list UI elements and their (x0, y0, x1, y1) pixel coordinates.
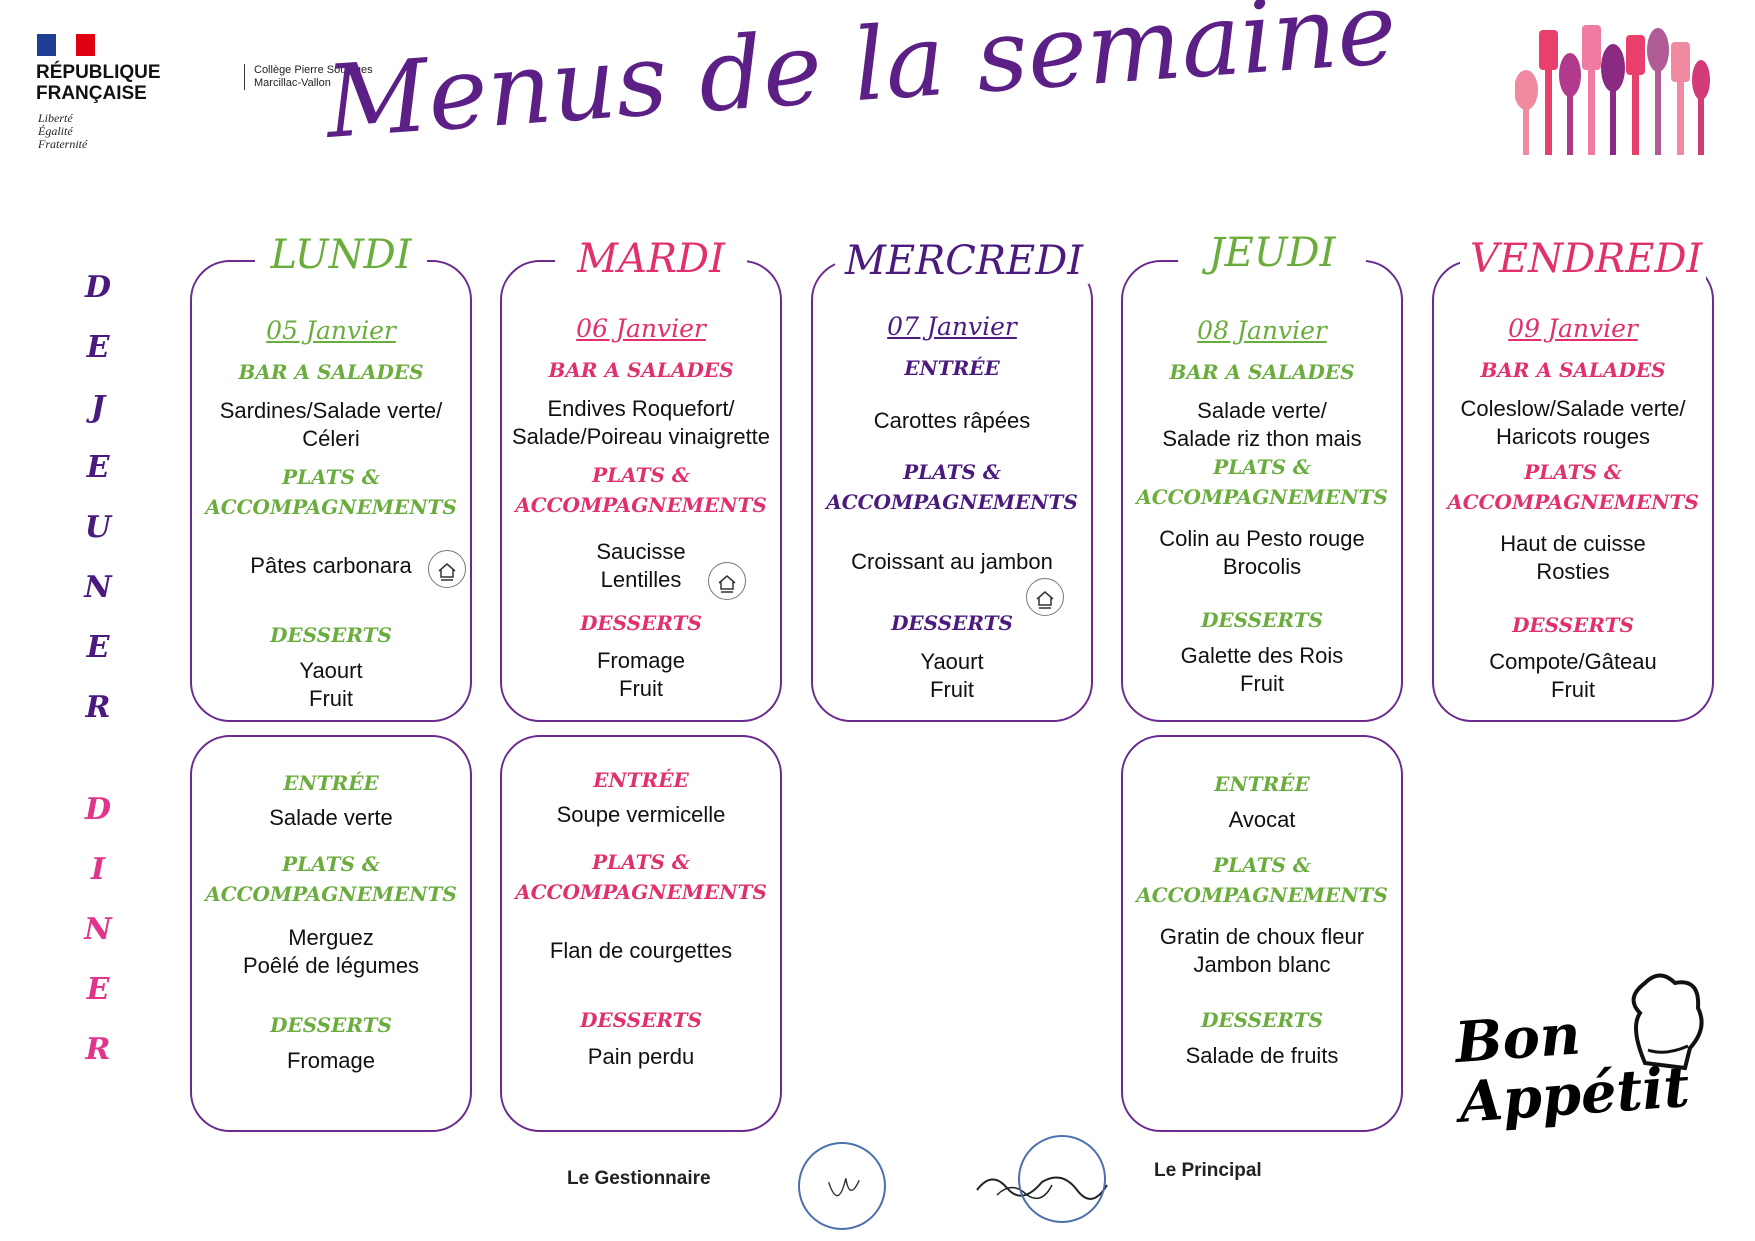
category-label: ENTRÉE (593, 768, 689, 792)
category-label: DESSERTS (580, 1008, 702, 1032)
food-item: Salade verte/ Salade riz thon mais (1162, 398, 1362, 451)
day-header-mercredi: MERCREDI (835, 238, 1089, 284)
food-item: Galette des Rois Fruit (1180, 643, 1344, 696)
day-header-mardi: MARDI (555, 236, 747, 282)
date-lundi: 05 Janvier (266, 316, 396, 345)
category-label: DESSERTS (580, 611, 702, 635)
food-item: Carottes râpées (873, 408, 1031, 433)
category-label: BAR A SALADES (238, 360, 424, 384)
food-item: Merguez Poêlé de légumes (242, 925, 420, 978)
category-label: ENTRÉE (904, 356, 1000, 380)
date-jeudi: 08 Janvier (1197, 316, 1327, 345)
lunch-card-jeudi: 08 Janvier BAR A SALADES Salade verte/ S… (1121, 260, 1403, 722)
day-header-jeudi: JEUDI (1178, 230, 1366, 276)
category-label: DESSERTS (1512, 613, 1634, 637)
food-item: Pain perdu (587, 1044, 695, 1069)
republique-motto: Liberté Égalité Fraternité (38, 111, 88, 151)
food-item: Colin au Pesto rouge Brocolis (1159, 526, 1365, 579)
gestionnaire-label: Le Gestionnaire (567, 1168, 711, 1189)
food-item: Fromage (286, 1048, 376, 1073)
food-item: Gratin de choux fleur Jambon blanc (1159, 924, 1365, 977)
category-label: DESSERTS (1201, 1008, 1323, 1032)
fait-maison-icon (428, 550, 466, 588)
food-item: Salade verte (269, 805, 393, 830)
fait-maison-icon (1026, 578, 1064, 616)
food-item: Coleslow/Salade verte/ Haricots rouges (1460, 396, 1686, 449)
food-item: Haut de cuisse Rosties (1500, 531, 1646, 584)
category-label: DESSERTS (270, 623, 392, 647)
lunch-card-mercredi: 07 Janvier ENTRÉE Carottes râpées PLATS … (811, 260, 1093, 722)
category-label: PLATS & ACCOMPAGNEMENTS (1136, 455, 1388, 509)
republique-francaise-flag-logo (37, 34, 95, 56)
date-mardi: 06 Janvier (576, 314, 706, 343)
principal-label: Le Principal (1154, 1160, 1262, 1181)
category-label: ENTRÉE (283, 771, 379, 795)
chef-hat-icon (1631, 973, 1704, 1071)
food-item: Soupe vermicelle (556, 802, 726, 827)
category-label: DESSERTS (891, 611, 1013, 635)
category-label: PLATS & ACCOMPAGNEMENTS (205, 465, 457, 519)
food-item: Pâtes carbonara (250, 553, 412, 578)
category-label: PLATS & ACCOMPAGNEMENTS (826, 460, 1078, 514)
category-label: PLATS & ACCOMPAGNEMENTS (1136, 853, 1388, 907)
utensils-icon (1515, 25, 1710, 155)
category-label: PLATS & ACCOMPAGNEMENTS (205, 852, 457, 906)
day-header-lundi: LUNDI (255, 232, 427, 278)
college-stamp (798, 1142, 886, 1230)
food-item: Yaourt Fruit (920, 649, 984, 702)
dinner-card-lundi: ENTRÉE Salade verte PLATS & ACCOMPAGNEME… (190, 735, 472, 1132)
dinner-card-jeudi: ENTRÉE Avocat PLATS & ACCOMPAGNEMENTS Gr… (1121, 735, 1403, 1132)
page-title: Menus de la semaine (322, 0, 1400, 161)
lunch-card-lundi: 05 Janvier BAR A SALADES Sardines/Salade… (190, 260, 472, 722)
food-item: Compote/Gâteau Fruit (1489, 649, 1657, 702)
food-item: Fromage Fruit (596, 648, 686, 701)
category-label: ENTRÉE (1214, 772, 1310, 796)
food-item: Sardines/Salade verte/ Céleri (219, 398, 443, 451)
category-label: PLATS & ACCOMPAGNEMENTS (1447, 460, 1699, 514)
dinner-card-mardi: ENTRÉE Soupe vermicelle PLATS & ACCOMPAG… (500, 735, 782, 1132)
food-item: Croissant au jambon (851, 549, 1053, 574)
fait-maison-icon (708, 562, 746, 600)
food-item: Flan de courgettes (549, 938, 733, 963)
lunch-card-vendredi: 09 Janvier BAR A SALADES Coleslow/Salade… (1432, 260, 1714, 722)
category-label: BAR A SALADES (548, 358, 734, 382)
college-name: Collège Pierre Soulages Marcillac-Vallon (244, 64, 373, 90)
lunch-card-mardi: 06 Janvier BAR A SALADES Endives Roquefo… (500, 260, 782, 722)
category-label: PLATS & ACCOMPAGNEMENTS (515, 850, 767, 904)
category-label: BAR A SALADES (1169, 360, 1355, 384)
food-item: Salade de fruits (1185, 1043, 1339, 1068)
category-label: PLATS & ACCOMPAGNEMENTS (515, 463, 767, 517)
college-stamp (1018, 1135, 1106, 1223)
category-label: BAR A SALADES (1480, 358, 1666, 382)
republique-francaise-name: RÉPUBLIQUE FRANÇAISE (36, 62, 161, 104)
food-item: Endives Roquefort/ Salade/Poireau vinaig… (511, 396, 771, 449)
category-label: DESSERTS (270, 1013, 392, 1037)
food-item: Yaourt Fruit (299, 658, 363, 711)
date-mercredi: 07 Janvier (887, 312, 1017, 341)
day-header-vendredi: VENDREDI (1460, 236, 1706, 282)
date-vendredi: 09 Janvier (1508, 314, 1638, 343)
food-item: Saucisse Lentilles (596, 539, 686, 592)
category-label: DESSERTS (1201, 608, 1323, 632)
food-item: Avocat (1228, 807, 1296, 832)
